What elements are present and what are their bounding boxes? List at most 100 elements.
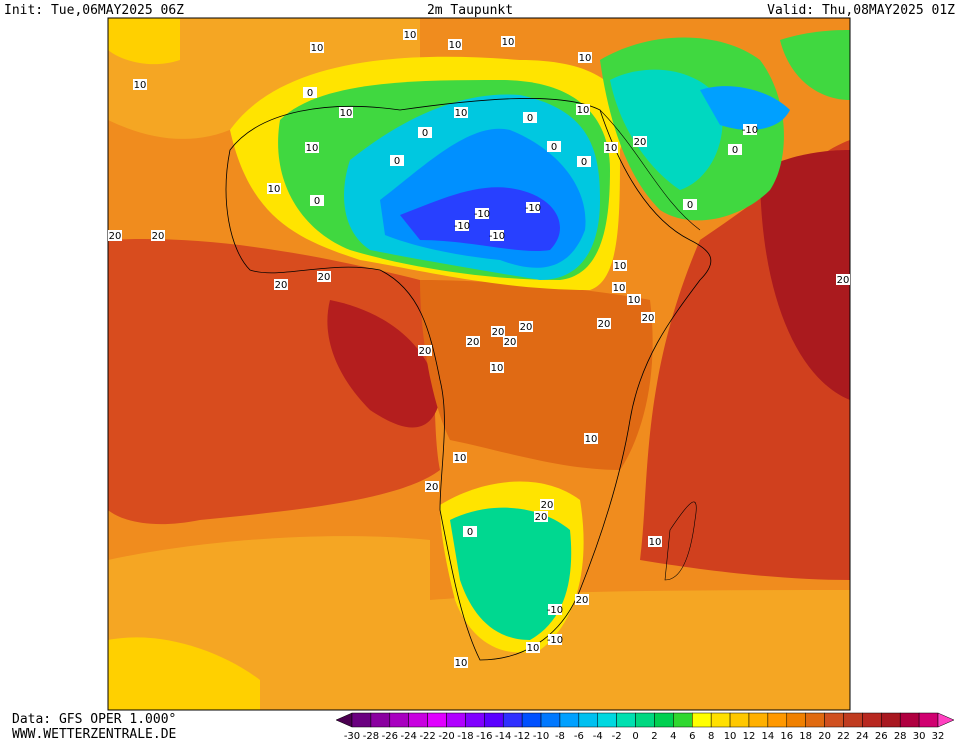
- scale-box: [843, 712, 863, 728]
- contour-label: 10: [577, 105, 590, 116]
- contour-label-bg: [454, 107, 468, 118]
- map-title: 2m Taupunkt: [427, 3, 513, 18]
- scale-arrow-right: [937, 712, 955, 728]
- contour-label: 0: [394, 156, 400, 167]
- contour-label: 10: [628, 295, 641, 306]
- contour-label: 20: [541, 500, 554, 511]
- contour-label-bg: [575, 594, 589, 605]
- contour-label: 20: [520, 322, 533, 333]
- contour-label-bg: [576, 104, 590, 115]
- scale-box: [635, 712, 655, 728]
- scale-label: 14: [762, 731, 775, 741]
- contour-label: -10: [742, 125, 758, 136]
- contour-label-bg: [501, 36, 515, 47]
- contour-label-bg: [519, 321, 533, 332]
- contour-label: -10: [547, 605, 563, 616]
- scale-label: 32: [932, 731, 945, 741]
- contour-label-bg: [627, 294, 641, 305]
- scale-label: -4: [593, 731, 603, 741]
- contour-label: -10: [489, 231, 505, 242]
- scale-box: [540, 712, 561, 728]
- scale-box: [351, 712, 372, 728]
- contour-label: 0: [551, 142, 557, 153]
- contour-label-bg: [728, 144, 742, 155]
- contour-label-bg: [418, 127, 432, 138]
- init-time: Init: Tue,06MAY2025 06Z: [4, 3, 184, 18]
- scale-box: [881, 712, 901, 728]
- scale-label: 30: [913, 731, 926, 741]
- contour-label: 10: [502, 37, 515, 48]
- contour-label-bg: [613, 260, 627, 271]
- scale-label: -12: [514, 731, 530, 741]
- contour-label-bg: [491, 326, 505, 337]
- contour-label-bg: [466, 336, 480, 347]
- scale-box: [370, 712, 391, 728]
- scale-box: [559, 712, 580, 728]
- scale-label: -14: [495, 731, 511, 741]
- scale-label: 20: [818, 731, 831, 741]
- contour-label-bg: [390, 155, 404, 166]
- contour-label-bg: [403, 29, 417, 40]
- scale-box: [654, 712, 674, 728]
- scale-box: [899, 712, 920, 728]
- scale-box: [616, 712, 636, 728]
- scale-label: -16: [476, 731, 492, 741]
- contour-label: 10: [454, 453, 467, 464]
- contour-label-bg: [597, 318, 611, 329]
- color-scale: -30 -28 -26 -24 -22 -20 -18 -16 -14 -12 -10 -8 -6 -4-…: [335, 712, 955, 741]
- contour-label-bg: [584, 433, 598, 444]
- scale-arrow-left: [335, 712, 353, 728]
- contour-label-bg: [534, 511, 548, 522]
- scale-box: [446, 712, 466, 728]
- contour-label: 20: [642, 313, 655, 324]
- scale-box: [692, 712, 712, 728]
- scale-label: 8: [708, 731, 714, 741]
- contour-label-bg: [475, 208, 489, 219]
- scale-label: 16: [780, 731, 793, 741]
- contour-label-bg: [612, 282, 626, 293]
- contour-label: 10: [404, 30, 417, 41]
- scale-box: [710, 712, 731, 728]
- contour-label-bg: [548, 604, 562, 615]
- map-frame: [107, 17, 851, 711]
- contour-label-bg: [317, 271, 331, 282]
- scale-box: [918, 712, 939, 728]
- contour-label: 10: [613, 283, 626, 294]
- contour-label-bg: [490, 362, 504, 373]
- contour-label-bg: [641, 312, 655, 323]
- contour-label-bg: [683, 199, 697, 210]
- contour-label: 10: [311, 43, 324, 54]
- contour-label: 10: [134, 80, 147, 91]
- scale-label: 2: [651, 731, 657, 741]
- contour-label-bg: [305, 142, 319, 153]
- contour-label-bg: [310, 42, 324, 53]
- scale-label: 0: [632, 731, 638, 741]
- scale-box: [389, 712, 409, 728]
- scale-box: [824, 712, 844, 728]
- scale-label: 10: [724, 731, 737, 741]
- scale-label: -26: [382, 731, 398, 741]
- contour-label: 10: [527, 643, 540, 654]
- contour-label: -10: [454, 221, 470, 232]
- contour-label-bg: [453, 452, 467, 463]
- scale-label: 4: [670, 731, 676, 741]
- contour-label-bg: [577, 156, 591, 167]
- contour-label-bg: [303, 87, 317, 98]
- contour-label: 20: [576, 595, 589, 606]
- contour-label: 20: [152, 231, 165, 242]
- contour-label: 10: [449, 40, 462, 51]
- scale-label: -24: [401, 731, 417, 741]
- contour-label: 10: [306, 143, 319, 154]
- contour-label: -10: [474, 209, 490, 220]
- scale-box: [673, 712, 693, 728]
- contour-label-bg: [836, 274, 850, 285]
- scale-label: 26: [875, 731, 888, 741]
- scale-label: -8: [555, 731, 565, 741]
- scale-box: [502, 712, 523, 728]
- contour-label: 10: [340, 108, 353, 119]
- contour-label: 20: [492, 327, 505, 338]
- scale-label: 12: [743, 731, 756, 741]
- contour-label: 10: [585, 434, 598, 445]
- contour-label: 0: [422, 128, 428, 139]
